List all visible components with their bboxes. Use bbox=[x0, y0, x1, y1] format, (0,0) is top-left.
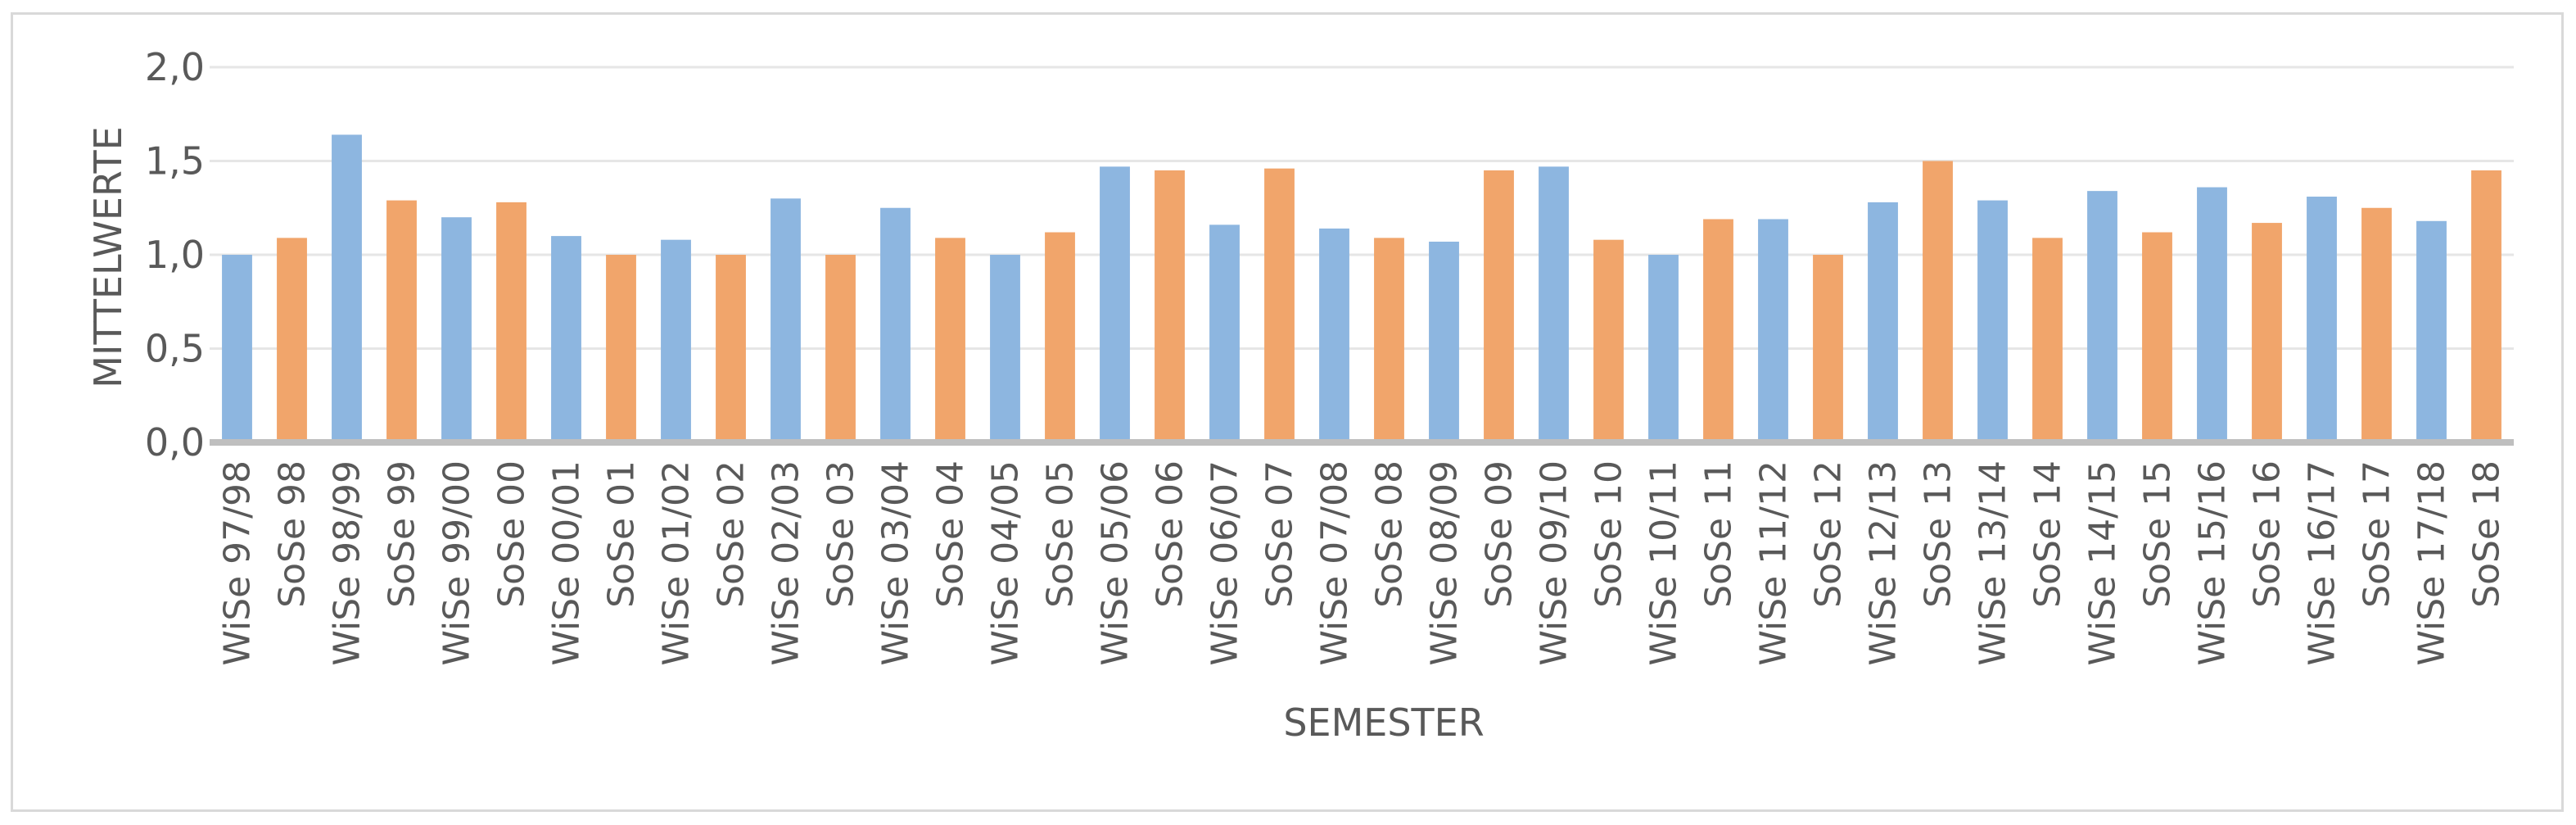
bar bbox=[661, 239, 691, 442]
bar bbox=[2361, 207, 2392, 442]
x-tick-label: WiSe 13/14 bbox=[1973, 460, 2014, 666]
bar bbox=[1539, 166, 1569, 442]
bar bbox=[2087, 191, 2117, 442]
x-tick-label: WiSe 98/99 bbox=[327, 460, 368, 666]
bar bbox=[496, 202, 526, 442]
bar bbox=[1155, 170, 1185, 442]
x-tick-label: WiSe 12/13 bbox=[1863, 460, 1905, 666]
x-tick-labels: WiSe 97/98 SoSe 98 WiSe 98/99 SoSe 99 WiSe 9… bbox=[217, 460, 2508, 666]
bar bbox=[1868, 202, 1898, 442]
bar bbox=[2471, 170, 2501, 442]
x-tick-label: WiSe 11/12 bbox=[1753, 460, 1795, 666]
bar bbox=[1813, 255, 1843, 442]
x-tick-label: SoSe 18 bbox=[2466, 460, 2508, 608]
x-tick-label: WiSe 06/07 bbox=[1204, 460, 1246, 666]
bar bbox=[2307, 197, 2337, 442]
bar bbox=[2142, 232, 2172, 442]
bar bbox=[2252, 223, 2282, 442]
y-axis-title: MITTELWERTE bbox=[86, 126, 130, 388]
x-tick-label: WiSe 14/15 bbox=[2082, 460, 2124, 666]
x-tick-label: WiSe 16/17 bbox=[2302, 460, 2343, 666]
x-tick-label: WiSe 03/04 bbox=[875, 460, 917, 666]
y-tick-label: 2,0 bbox=[145, 45, 205, 89]
x-tick-label: WiSe 01/02 bbox=[656, 460, 698, 666]
x-tick-label: WiSe 09/10 bbox=[1534, 460, 1575, 666]
x-tick-label: SoSe 09 bbox=[1479, 460, 1521, 608]
bar bbox=[277, 238, 307, 442]
bar bbox=[880, 207, 911, 442]
x-tick-label: SoSe 12 bbox=[1808, 460, 1850, 608]
x-tick-label: WiSe 15/16 bbox=[2192, 460, 2234, 666]
bars bbox=[222, 134, 2501, 443]
bar bbox=[386, 200, 417, 442]
x-tick-label: SoSe 01 bbox=[601, 460, 643, 608]
bar bbox=[771, 198, 801, 443]
x-tick-label: SoSe 98 bbox=[272, 460, 314, 608]
bar bbox=[441, 217, 472, 442]
x-tick-label: WiSe 07/08 bbox=[1314, 460, 1356, 666]
bar bbox=[935, 238, 965, 442]
x-tick-label: WiSe 04/05 bbox=[985, 460, 1027, 666]
bar bbox=[1977, 200, 2008, 442]
x-tick-label: SoSe 00 bbox=[491, 460, 533, 608]
y-tick-label: 1,5 bbox=[145, 139, 205, 184]
x-tick-label: SoSe 17 bbox=[2357, 460, 2398, 608]
x-tick-label: SoSe 11 bbox=[1698, 460, 1740, 608]
bar bbox=[2197, 187, 2227, 442]
bar bbox=[825, 255, 856, 442]
bar bbox=[1100, 166, 1130, 442]
bar bbox=[1429, 241, 1459, 442]
x-tick-label: SoSe 05 bbox=[1040, 460, 1082, 608]
x-tick-label: SoSe 99 bbox=[382, 460, 423, 608]
bar bbox=[332, 134, 362, 442]
bar bbox=[1593, 239, 1624, 442]
x-tick-label: SoSe 06 bbox=[1150, 460, 1191, 608]
y-tick-label: 0,5 bbox=[145, 327, 205, 371]
bar bbox=[1648, 255, 1679, 442]
x-tick-label: SoSe 15 bbox=[2137, 460, 2179, 608]
x-tick-label: SoSe 13 bbox=[1918, 460, 1959, 608]
x-tick-label: WiSe 00/01 bbox=[546, 460, 588, 666]
bar bbox=[990, 255, 1020, 442]
bar bbox=[1045, 232, 1075, 442]
bar bbox=[1374, 238, 1404, 442]
bar bbox=[2032, 238, 2063, 442]
y-tick-label: 0,0 bbox=[145, 420, 205, 465]
x-tick-label: WiSe 99/00 bbox=[436, 460, 478, 666]
x-tick-label: SoSe 10 bbox=[1589, 460, 1630, 608]
x-tick-label: SoSe 03 bbox=[820, 460, 862, 608]
x-tick-label: WiSe 17/18 bbox=[2411, 460, 2453, 666]
bar bbox=[2416, 220, 2447, 442]
x-tick-label: SoSe 04 bbox=[930, 460, 972, 608]
x-tick-label: SoSe 02 bbox=[711, 460, 752, 608]
bar bbox=[1923, 161, 1953, 442]
bar bbox=[1484, 170, 1514, 442]
x-tick-label: SoSe 16 bbox=[2247, 460, 2289, 608]
x-tick-label: WiSe 10/11 bbox=[1643, 460, 1685, 666]
x-axis-title: SEMESTER bbox=[1283, 700, 1484, 745]
x-tick-label: WiSe 02/03 bbox=[766, 460, 807, 666]
bar bbox=[1703, 219, 1733, 442]
y-tick-label: 1,0 bbox=[145, 233, 205, 277]
bar bbox=[1319, 228, 1349, 442]
x-tick-label: SoSe 08 bbox=[1369, 460, 1411, 608]
x-tick-label: WiSe 97/98 bbox=[217, 460, 259, 666]
x-tick-label: SoSe 07 bbox=[1259, 460, 1301, 608]
bar bbox=[1264, 168, 1295, 442]
x-tick-label: WiSe 08/09 bbox=[1424, 460, 1466, 666]
bar bbox=[551, 236, 581, 442]
gridlines bbox=[210, 66, 2514, 350]
y-tick-labels: 0,0 0,5 1,0 1,5 2,0 bbox=[145, 45, 205, 465]
x-tick-label: WiSe 05/06 bbox=[1095, 460, 1137, 666]
bar bbox=[1758, 219, 1788, 442]
bar bbox=[222, 255, 252, 442]
bar bbox=[606, 255, 636, 442]
bar bbox=[1209, 224, 1240, 442]
bar bbox=[716, 255, 746, 442]
x-tick-label: SoSe 14 bbox=[2027, 460, 2069, 608]
